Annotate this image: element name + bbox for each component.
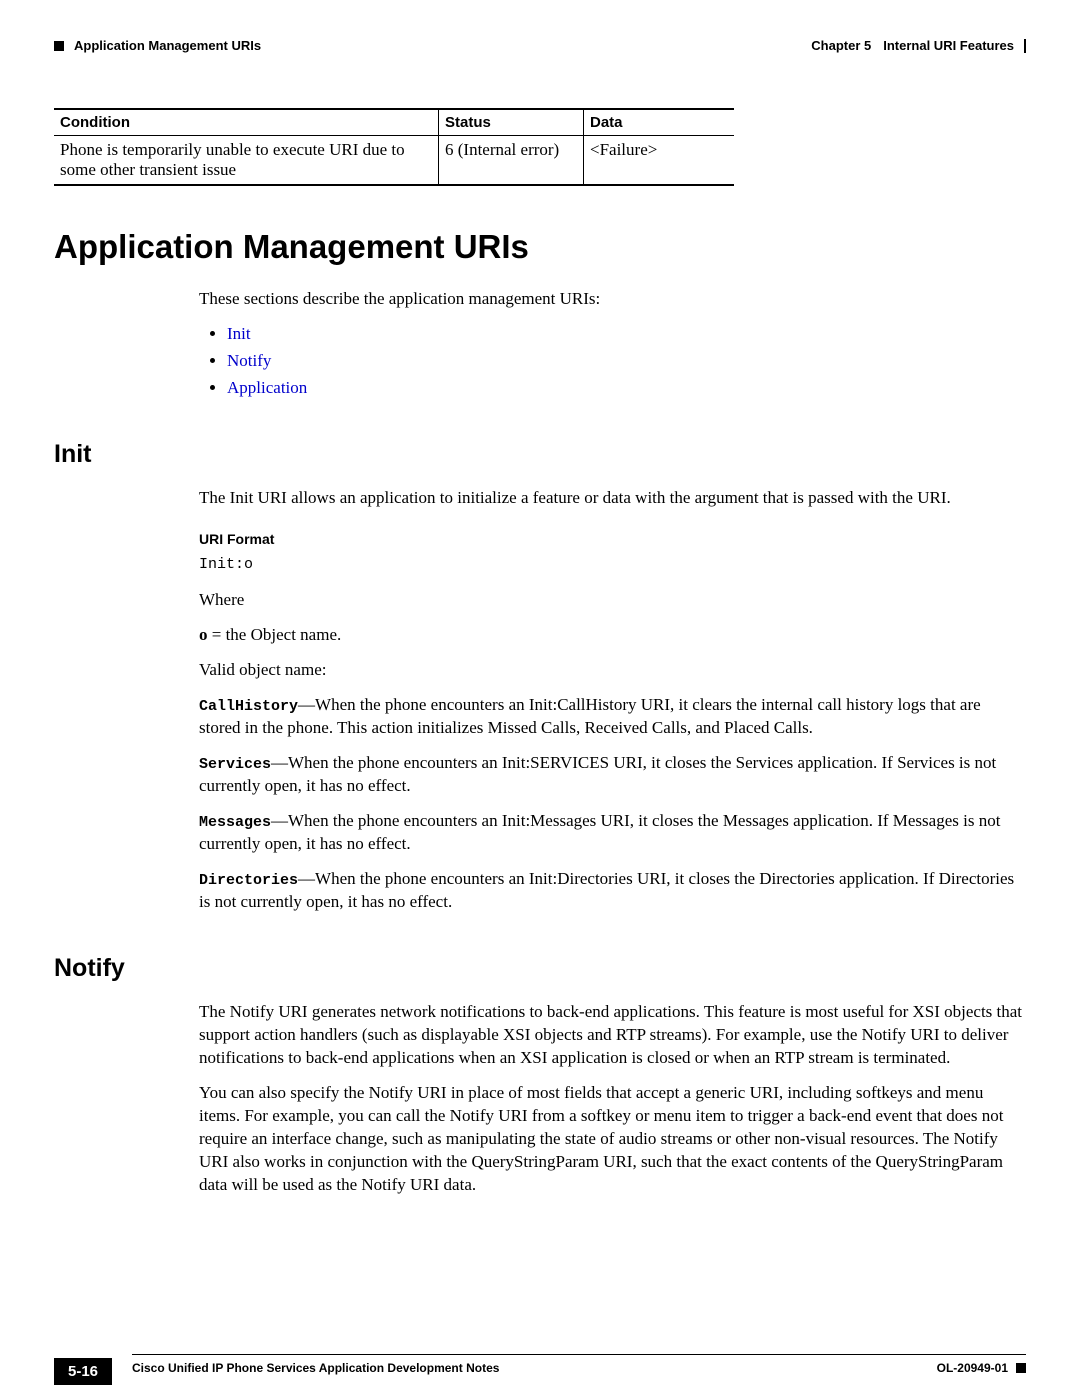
link-init[interactable]: Init (227, 324, 251, 343)
cell-status: 6 (Internal error) (439, 136, 584, 186)
def-messages: Messages—When the phone encounters an In… (199, 810, 1026, 856)
chapter-number: Chapter 5 (811, 38, 871, 53)
uri-format-code: Init:o (199, 555, 1026, 575)
page-header: Application Management URIs Chapter 5 Int… (54, 38, 1026, 53)
footer-doc-title: Cisco Unified IP Phone Services Applicat… (132, 1361, 499, 1375)
def-services-term: Services (199, 756, 271, 773)
notify-p1: The Notify URI generates network notific… (199, 1001, 1026, 1070)
def-messages-text: —When the phone encounters an Init:Messa… (199, 811, 1000, 853)
o-rest: = the Object name. (208, 625, 342, 644)
init-p1: The Init URI allows an application to in… (199, 487, 1026, 510)
notify-p2: You can also specify the Notify URI in p… (199, 1082, 1026, 1197)
header-marker-icon (54, 41, 64, 51)
table-row: Phone is temporarily unable to execute U… (54, 136, 734, 186)
section-notify-title: Notify (54, 954, 1026, 983)
page-footer: Cisco Unified IP Phone Services Applicat… (54, 1354, 1026, 1375)
def-messages-term: Messages (199, 814, 271, 831)
th-condition: Condition (54, 109, 439, 136)
def-directories-term: Directories (199, 872, 298, 889)
footer-doc-id: OL-20949-01 (937, 1361, 1008, 1375)
status-table: Condition Status Data Phone is temporari… (54, 108, 734, 186)
def-services: Services—When the phone encounters an In… (199, 752, 1026, 798)
valid-label: Valid object name: (199, 659, 1026, 682)
footer-marker-icon (1016, 1363, 1026, 1373)
link-notify[interactable]: Notify (227, 351, 271, 370)
o-definition: o = the Object name. (199, 624, 1026, 647)
header-bar-icon (1024, 39, 1026, 53)
th-status: Status (439, 109, 584, 136)
o-bold: o (199, 625, 208, 644)
where-label: Where (199, 589, 1026, 612)
def-directories-text: —When the phone encounters an Init:Direc… (199, 869, 1014, 911)
page-number-badge: 5-16 (54, 1358, 112, 1385)
intro-text: These sections describe the application … (199, 288, 1026, 311)
cell-data: <Failure> (584, 136, 735, 186)
uri-format-label: URI Format (199, 530, 1026, 549)
def-callhistory-text: —When the phone encounters an Init:CallH… (199, 695, 981, 737)
section-init-title: Init (54, 440, 1026, 469)
chapter-title: Internal URI Features (883, 38, 1014, 53)
def-callhistory: CallHistory—When the phone encounters an… (199, 694, 1026, 740)
link-application[interactable]: Application (227, 378, 307, 397)
page-title: Application Management URIs (54, 228, 1026, 266)
th-data: Data (584, 109, 735, 136)
header-left-label: Application Management URIs (74, 38, 261, 53)
def-services-text: —When the phone encounters an Init:SERVI… (199, 753, 996, 795)
cell-condition: Phone is temporarily unable to execute U… (54, 136, 439, 186)
def-callhistory-term: CallHistory (199, 698, 298, 715)
def-directories: Directories—When the phone encounters an… (199, 868, 1026, 914)
